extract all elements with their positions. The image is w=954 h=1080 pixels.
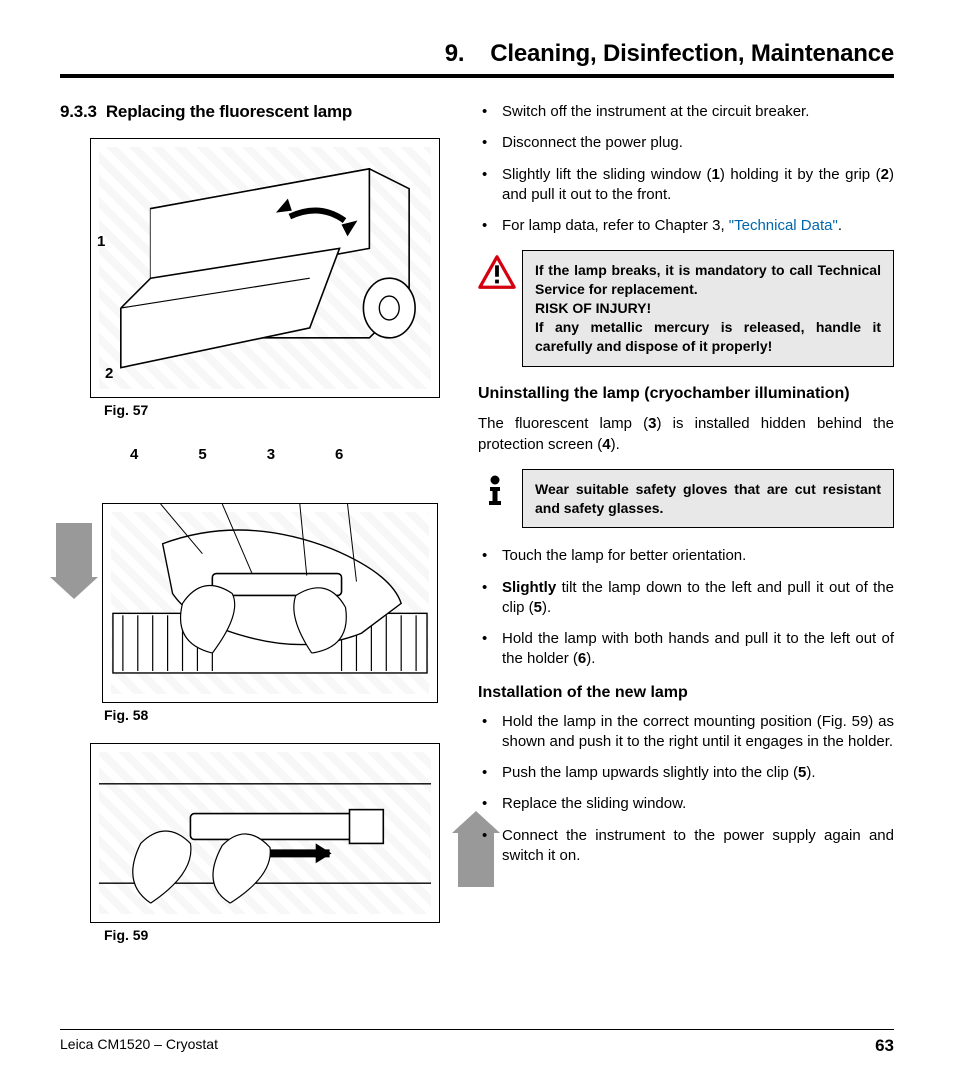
figure-58-wrapper (60, 503, 450, 703)
figure-58-svg (103, 504, 437, 703)
ref-1: 1 (711, 166, 719, 183)
text: Hold the lamp with both hands and pull i… (502, 630, 894, 667)
chapter-number: 9. (445, 40, 465, 67)
text: The fluorescent lamp ( (478, 415, 648, 432)
install-heading: Installation of the new lamp (478, 684, 894, 702)
section-number: 9.3.3 (60, 102, 97, 121)
text: RISK OF INJURY! (535, 300, 651, 316)
text: Switch off the instrument at the circuit… (502, 103, 809, 120)
chapter-title: 9. Cleaning, Disinfection, Maintenance (60, 40, 894, 68)
content-columns: 9.3.3 Replacing the fluorescent lamp 1 2 (60, 102, 894, 951)
text: ). (542, 599, 551, 616)
info-text: Wear suitable safety gloves that are cut… (522, 469, 894, 529)
text: ) holding it by the grip ( (720, 166, 881, 183)
install-bullets: Hold the lamp in the correct mounting po… (478, 712, 894, 867)
uninstall-paragraph: The fluorescent lamp (3) is installed hi… (478, 413, 894, 455)
product-name: Leica CM1520 – Cryostat (60, 1036, 218, 1056)
text: ). (806, 764, 815, 781)
page-number: 63 (875, 1036, 894, 1056)
text: If the lamp breaks, it is mandatory to c… (535, 262, 881, 297)
figure-57-svg (91, 139, 439, 398)
ref-4: 4 (602, 436, 610, 453)
list-item: Push the lamp upwards slightly into the … (478, 763, 894, 783)
figure-58-labels: 4 5 3 6 (130, 446, 450, 463)
callout-6: 6 (335, 446, 343, 463)
text: For lamp data, refer to Chapter 3, (502, 217, 729, 234)
warning-box: If the lamp breaks, it is mandatory to c… (478, 250, 894, 366)
list-item: Hold the lamp with both hands and pull i… (478, 629, 894, 670)
figure-57-caption: Fig. 57 (104, 402, 450, 418)
list-item: Connect the instrument to the power supp… (478, 826, 894, 867)
section-name: Replacing the fluorescent lamp (106, 102, 352, 121)
list-item: Touch the lamp for better orientation. (478, 546, 894, 566)
uninstall-heading: Uninstalling the lamp (cryochamber illum… (478, 385, 894, 403)
text: ). (611, 436, 620, 453)
ref-5: 5 (534, 599, 542, 616)
list-item: Hold the lamp in the correct mounting po… (478, 712, 894, 753)
ref-3: 3 (648, 415, 656, 432)
technical-data-link[interactable]: "Technical Data" (729, 217, 838, 234)
callout-3: 3 (267, 446, 275, 463)
list-item: Switch off the instrument at the circuit… (478, 102, 894, 122)
list-item: Slightly tilt the lamp down to the left … (478, 578, 894, 619)
text: Hold the lamp in the correct mounting po… (502, 713, 894, 750)
callout-1: 1 (97, 233, 105, 250)
callout-5: 5 (198, 446, 206, 463)
figure-58-caption: Fig. 58 (104, 707, 450, 723)
text-strong: Slightly (502, 579, 556, 596)
down-arrow-icon (56, 523, 92, 577)
info-box: Wear suitable safety gloves that are cut… (478, 469, 894, 529)
figure-59-wrapper (60, 743, 450, 923)
text: Push the lamp upwards slightly into the … (502, 764, 798, 781)
callout-4: 4 (130, 446, 138, 463)
page-footer: Leica CM1520 – Cryostat 63 (60, 1029, 894, 1056)
text: ). (586, 650, 595, 667)
ref-6: 6 (578, 650, 586, 667)
figure-59 (90, 743, 440, 923)
callout-2: 2 (105, 365, 113, 382)
text: Connect the instrument to the power supp… (502, 827, 894, 864)
section-title: 9.3.3 Replacing the fluorescent lamp (60, 102, 450, 122)
figure-57: 1 2 (90, 138, 440, 398)
info-icon (478, 469, 522, 511)
figure-58 (102, 503, 438, 703)
figure-59-caption: Fig. 59 (104, 927, 450, 943)
warning-text: If the lamp breaks, it is mandatory to c… (522, 250, 894, 366)
text: If any metallic mercury is released, han… (535, 319, 881, 354)
text: . (838, 217, 842, 234)
list-item: Disconnect the power plug. (478, 133, 894, 153)
text: Replace the sliding window. (502, 795, 686, 812)
header-rule (60, 74, 894, 78)
text: Touch the lamp for better orientation. (502, 547, 746, 564)
warning-icon (478, 250, 522, 294)
figure-59-svg (91, 744, 439, 923)
text: Slightly lift the sliding window ( (502, 166, 711, 183)
right-column: Switch off the instrument at the circuit… (478, 102, 894, 951)
uninstall-bullets: Touch the lamp for better orientation. S… (478, 546, 894, 669)
list-item: Slightly lift the sliding window (1) hol… (478, 165, 894, 206)
text: tilt the lamp down to the left and pull … (502, 579, 894, 616)
list-item: Replace the sliding window. (478, 794, 894, 814)
top-bullets: Switch off the instrument at the circuit… (478, 102, 894, 236)
text: Disconnect the power plug. (502, 134, 683, 151)
left-column: 9.3.3 Replacing the fluorescent lamp 1 2 (60, 102, 450, 951)
list-item: For lamp data, refer to Chapter 3, "Tech… (478, 216, 894, 236)
ref-2: 2 (881, 166, 889, 183)
chapter-name: Cleaning, Disinfection, Maintenance (490, 40, 894, 67)
